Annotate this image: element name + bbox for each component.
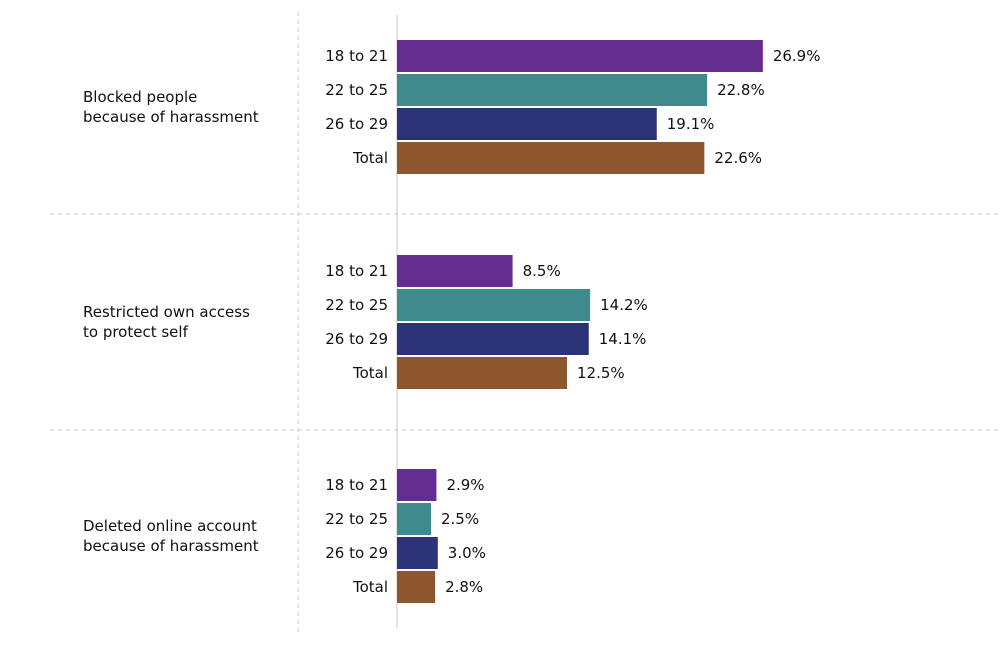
value-label: 22.8% (717, 81, 765, 99)
category-label: 22 to 25 (325, 296, 388, 314)
group-label: Deleted online account because of harassm… (83, 517, 259, 555)
bar (397, 74, 708, 106)
bar (397, 289, 591, 321)
value-label: 26.9% (773, 47, 821, 65)
category-label: 26 to 29 (325, 115, 388, 133)
category-label: Total (352, 364, 388, 382)
bar (397, 503, 431, 535)
bar (397, 571, 436, 603)
value-label: 2.9% (446, 476, 484, 494)
value-label: 2.8% (445, 578, 483, 596)
category-label: 26 to 29 (325, 330, 388, 348)
bar (397, 255, 513, 287)
category-label: Total (352, 149, 388, 167)
bar (397, 108, 657, 140)
category-label: 18 to 21 (325, 262, 388, 280)
category-label: 18 to 21 (325, 476, 388, 494)
category-label: 22 to 25 (325, 81, 388, 99)
category-label: 18 to 21 (325, 47, 388, 65)
bar (397, 142, 705, 174)
bar (397, 469, 437, 501)
value-label: 22.6% (714, 149, 762, 167)
value-label: 3.0% (448, 544, 486, 562)
category-label: 26 to 29 (325, 544, 388, 562)
value-label: 14.2% (600, 296, 648, 314)
bar (397, 40, 763, 72)
value-label: 19.1% (667, 115, 715, 133)
bar (397, 357, 567, 389)
bar (397, 537, 438, 569)
category-label: 22 to 25 (325, 510, 388, 528)
value-label: 8.5% (523, 262, 561, 280)
value-label: 12.5% (577, 364, 625, 382)
bar (397, 323, 589, 355)
value-label: 14.1% (599, 330, 647, 348)
group-label: Blocked people because of harassment (83, 88, 259, 126)
value-label: 2.5% (441, 510, 479, 528)
group-label: Restricted own access to protect self (83, 303, 250, 341)
category-label: Total (352, 578, 388, 596)
